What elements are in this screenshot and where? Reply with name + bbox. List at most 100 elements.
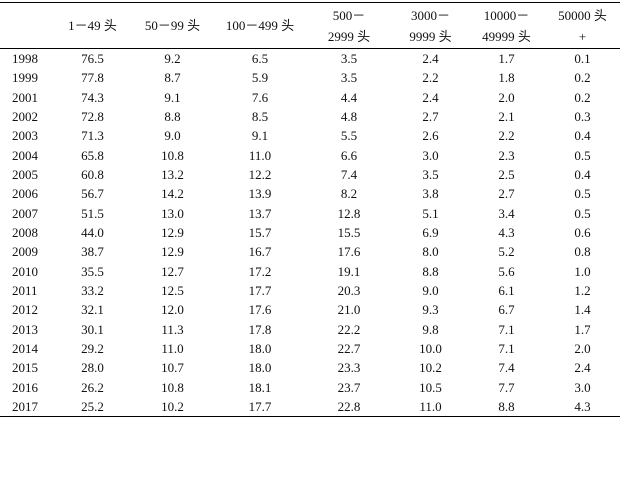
- value-cell: 1.0: [574, 263, 591, 279]
- value-cell: 3.0: [422, 147, 439, 163]
- value-cell: 28.0: [81, 360, 104, 376]
- table-row: 2004 65.8 10.8 11.0 6.6 3.0 2.3 0.5: [0, 145, 620, 164]
- value-cell: 3.5: [340, 70, 358, 86]
- value-cell: 44.0: [81, 224, 104, 240]
- value-cell: 0.4: [574, 128, 591, 144]
- table-row: 2013 30.1 11.3 17.8 22.2 9.8 7.1 1.7: [0, 319, 620, 338]
- value-cell: 13.2: [161, 166, 184, 182]
- header-text: 3000－: [410, 7, 450, 23]
- value-cell: 14.2: [161, 186, 184, 202]
- value-cell: 10.2: [161, 398, 184, 414]
- value-cell: 9.0: [164, 128, 181, 144]
- header-text: +: [578, 28, 587, 44]
- value-cell: 2.6: [422, 128, 439, 144]
- value-cell: 23.3: [337, 360, 361, 376]
- value-cell: 6.6: [340, 147, 358, 163]
- value-cell: 51.5: [81, 205, 104, 221]
- value-cell: 76.5: [81, 51, 104, 66]
- year-cell: 2004: [12, 147, 38, 163]
- value-cell: 17.6: [337, 244, 361, 260]
- table-row: 2007 51.5 13.0 13.7 12.8 5.1 3.4 0.5: [0, 203, 620, 222]
- header-cell: 10000－ 49999 头: [468, 3, 545, 49]
- table-row: 2008 44.0 12.9 15.7 15.5 6.9 4.3 0.6: [0, 223, 620, 242]
- value-cell: 2.5: [498, 166, 515, 182]
- year-cell: 2003: [12, 128, 38, 144]
- table-row: 2005 60.8 13.2 12.2 7.4 3.5 2.5 0.4: [0, 165, 620, 184]
- value-cell: 13.9: [248, 186, 272, 202]
- value-cell: 32.1: [81, 302, 104, 318]
- table-row: 2010 35.5 12.7 17.2 19.1 8.8 5.6 1.0: [0, 261, 620, 280]
- value-cell: 2.0: [498, 89, 515, 105]
- year-cell: 2001: [12, 89, 38, 105]
- year-cell: 2013: [12, 321, 38, 337]
- header-text: 10000－: [483, 7, 530, 23]
- table-row: 2015 28.0 10.7 18.0 23.3 10.2 7.4 2.4: [0, 358, 620, 377]
- value-cell: 2.0: [574, 340, 591, 356]
- value-cell: 13.0: [161, 205, 184, 221]
- value-cell: 7.7: [498, 379, 515, 395]
- header-text: 100－499 头: [225, 18, 295, 33]
- value-cell: 9.0: [422, 282, 439, 298]
- value-cell: 0.6: [574, 224, 591, 240]
- value-cell: 8.8: [498, 398, 515, 414]
- table-row: 2009 38.7 12.9 16.7 17.6 8.0 5.2 0.8: [0, 242, 620, 261]
- table-head: 1－49 头 50－99 头 100－499 头 500－ 2999 头 3000－ 999…: [0, 2, 620, 49]
- value-cell: 17.7: [248, 398, 272, 414]
- table-row: 2003 71.3 9.0 9.1 5.5 2.6 2.2 0.4: [0, 126, 620, 145]
- year-cell: 2008: [12, 224, 38, 240]
- value-cell: 5.2: [498, 244, 515, 260]
- data-table: 1－49 头 50－99 头 100－499 头 500－ 2999 头 3000－ 999…: [0, 2, 620, 417]
- year-cell: 2009: [12, 244, 38, 260]
- value-cell: 5.1: [422, 205, 439, 221]
- value-cell: 7.4: [498, 360, 515, 376]
- value-cell: 7.1: [498, 340, 515, 356]
- value-cell: 11.0: [248, 147, 272, 163]
- value-cell: 16.7: [248, 244, 272, 260]
- value-cell: 30.1: [81, 321, 104, 337]
- table-row: 2017 25.2 10.2 17.7 22.8 11.0 8.8 4.3: [0, 397, 620, 417]
- value-cell: 60.8: [81, 166, 104, 182]
- header-text: 1－49 头: [68, 18, 117, 33]
- value-cell: 4.3: [498, 224, 515, 240]
- value-cell: 8.2: [340, 186, 358, 202]
- value-cell: 2.2: [498, 128, 515, 144]
- value-cell: 9.8: [422, 321, 439, 337]
- value-cell: 29.2: [81, 340, 104, 356]
- value-cell: 77.8: [81, 70, 104, 86]
- value-cell: 9.3: [422, 302, 439, 318]
- value-cell: 1.2: [574, 282, 591, 298]
- year-cell: 2010: [12, 263, 38, 279]
- value-cell: 0.1: [574, 51, 591, 66]
- value-cell: 65.8: [81, 147, 104, 163]
- value-cell: 5.5: [340, 128, 358, 144]
- value-cell: 11.3: [161, 321, 184, 337]
- value-cell: 1.7: [574, 321, 591, 337]
- value-cell: 10.8: [161, 379, 184, 395]
- value-cell: 0.5: [574, 186, 591, 202]
- value-cell: 6.5: [251, 51, 269, 66]
- value-cell: 11.0: [161, 340, 184, 356]
- value-cell: 22.8: [337, 398, 361, 414]
- value-cell: 3.0: [574, 379, 591, 395]
- value-cell: 0.5: [574, 147, 591, 163]
- value-cell: 2.4: [422, 89, 439, 105]
- value-cell: 2.7: [422, 108, 439, 124]
- value-cell: 21.0: [337, 302, 361, 318]
- value-cell: 4.8: [340, 108, 358, 124]
- value-cell: 1.8: [498, 70, 515, 86]
- value-cell: 12.0: [161, 302, 184, 318]
- header-text: 2999 头: [327, 28, 371, 44]
- value-cell: 22.2: [337, 321, 361, 337]
- year-cell: 2011: [12, 282, 38, 298]
- table-row: 2014 29.2 11.0 18.0 22.7 10.0 7.1 2.0: [0, 339, 620, 358]
- table-row: 2016 26.2 10.8 18.1 23.7 10.5 7.7 3.0: [0, 378, 620, 397]
- value-cell: 72.8: [81, 108, 104, 124]
- value-cell: 0.2: [574, 89, 591, 105]
- value-cell: 8.8: [164, 108, 181, 124]
- table-row: 1998 76.5 9.2 6.5 3.5 2.4 1.7 0.1: [0, 49, 620, 69]
- year-cell: 2012: [12, 302, 38, 318]
- value-cell: 17.8: [248, 321, 272, 337]
- value-cell: 2.4: [574, 360, 591, 376]
- value-cell: 38.7: [81, 244, 104, 260]
